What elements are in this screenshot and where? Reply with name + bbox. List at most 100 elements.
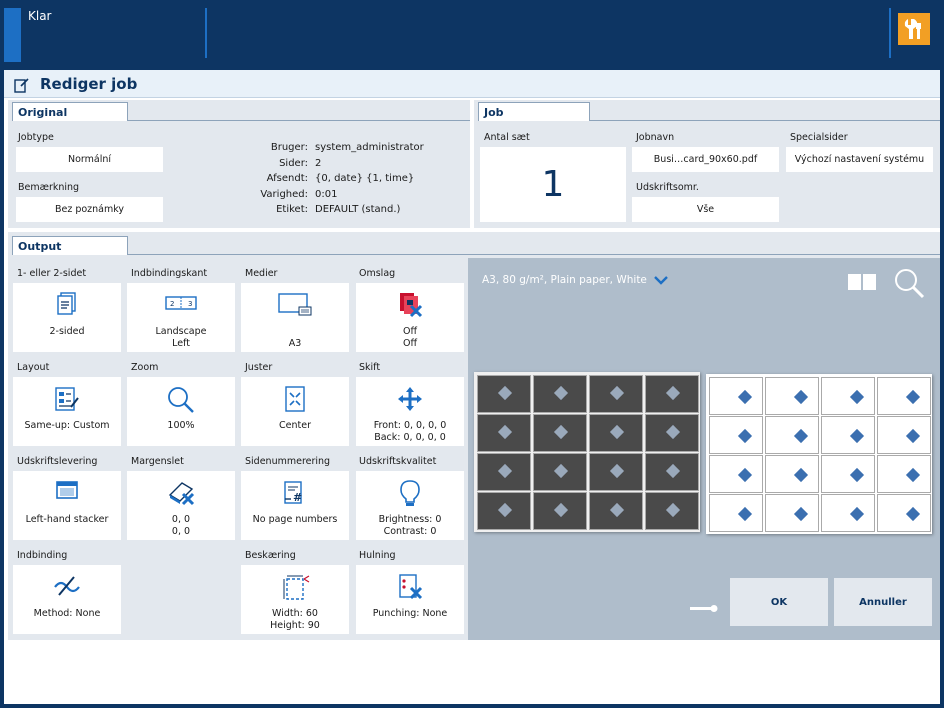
card-logo bbox=[793, 428, 809, 444]
range-field[interactable]: Vše bbox=[632, 197, 779, 222]
business-card-thumbnail bbox=[533, 492, 587, 530]
status-text: Klar bbox=[28, 9, 52, 23]
sets-label: Antal sæt bbox=[484, 132, 530, 143]
card-logo bbox=[665, 502, 681, 518]
business-card-thumbnail bbox=[877, 455, 931, 493]
margin-erase-icon bbox=[168, 482, 195, 506]
card-logo bbox=[497, 424, 513, 440]
quality-value2: Contrast: 0 bbox=[383, 526, 437, 537]
shift-value2: Back: 0, 0, 0, 0 bbox=[374, 432, 446, 443]
trim-value2: Height: 90 bbox=[270, 620, 320, 631]
margin-value2: 0, 0 bbox=[171, 526, 191, 537]
binding-edge-label: Indbindingskant bbox=[131, 268, 208, 279]
tab-original[interactable]: Original bbox=[12, 102, 128, 121]
punch-off-icon bbox=[399, 574, 423, 600]
duration-value: 0:01 bbox=[315, 188, 338, 200]
business-card-thumbnail bbox=[709, 416, 763, 454]
layout-tile[interactable]: Same-up: Custom bbox=[13, 377, 121, 446]
remark-field[interactable]: Bez poznámky bbox=[16, 197, 163, 222]
card-logo bbox=[905, 428, 921, 444]
align-label: Juster bbox=[245, 362, 273, 373]
shift-tile[interactable]: Front: 0, 0, 0, 0 Back: 0, 0, 0, 0 bbox=[356, 377, 464, 446]
align-tile[interactable]: Center bbox=[241, 377, 349, 446]
margin-tile[interactable]: 0, 0 0, 0 bbox=[127, 471, 235, 540]
page-numbering-value: No page numbers bbox=[252, 514, 338, 525]
preview-pane: A3, 80 g/m², Plain paper, White bbox=[468, 258, 940, 640]
binding-edge-value2: Left bbox=[172, 338, 190, 349]
align-value: Center bbox=[279, 420, 311, 431]
stacker-icon bbox=[56, 481, 78, 499]
media-tile[interactable]: A3 bbox=[241, 283, 349, 352]
page-numbering-tile[interactable]: # No page numbers bbox=[241, 471, 349, 540]
zoom-tile[interactable]: 100% bbox=[127, 377, 235, 446]
business-card-thumbnail bbox=[645, 414, 699, 452]
card-logo bbox=[905, 467, 921, 483]
jobtype-field[interactable]: Normální bbox=[16, 147, 163, 172]
wrench-icon[interactable] bbox=[898, 13, 930, 45]
card-logo bbox=[737, 428, 753, 444]
sides-tile[interactable]: 2-sided bbox=[13, 283, 121, 352]
trim-tile[interactable]: Width: 60 Height: 90 bbox=[241, 565, 349, 634]
margin-label: Margenslet bbox=[131, 456, 184, 467]
duration-key: Varighed: bbox=[260, 188, 308, 200]
drag-handle-icon[interactable] bbox=[688, 604, 720, 614]
cover-value1: Off bbox=[402, 326, 418, 337]
special-field[interactable]: Výchozí nastavení systému bbox=[786, 147, 933, 172]
trim-value1: Width: 60 bbox=[272, 608, 318, 619]
card-logo bbox=[609, 463, 625, 479]
special-label: Specialsider bbox=[790, 132, 848, 143]
zoom-preview-icon[interactable] bbox=[892, 266, 926, 300]
delivery-label: Udskriftslevering bbox=[17, 456, 98, 467]
ok-button[interactable]: OK bbox=[730, 578, 828, 626]
card-logo bbox=[609, 502, 625, 518]
quality-tile[interactable]: Brightness: 0 Contrast: 0 bbox=[356, 471, 464, 540]
punch-label: Hulning bbox=[359, 550, 396, 561]
card-logo bbox=[609, 424, 625, 440]
card-logo bbox=[793, 467, 809, 483]
tab-job[interactable]: Job bbox=[478, 102, 590, 121]
page-title: Rediger job bbox=[40, 75, 138, 93]
delivery-tile[interactable]: Left-hand stacker bbox=[13, 471, 121, 540]
trim-label: Beskæring bbox=[245, 550, 296, 561]
book-view-icon[interactable] bbox=[846, 270, 878, 294]
pages-key: Sider: bbox=[279, 157, 308, 169]
business-card-thumbnail bbox=[821, 455, 875, 493]
cover-label: Omslag bbox=[359, 268, 396, 279]
lightbulb-icon bbox=[400, 480, 420, 506]
layout-label: Layout bbox=[17, 362, 50, 373]
media-info-dropdown[interactable]: A3, 80 g/m², Plain paper, White bbox=[482, 274, 669, 286]
media-value: A3 bbox=[288, 338, 302, 349]
user-value: system_administrator bbox=[315, 142, 424, 153]
job-section: Job Antal sæt 1 Jobnavn Busi…card_90x60.… bbox=[474, 100, 940, 228]
tab-output[interactable]: Output bbox=[12, 236, 128, 255]
card-logo bbox=[905, 389, 921, 405]
jobname-field[interactable]: Busi…card_90x60.pdf bbox=[632, 147, 779, 172]
page-number-icon: # bbox=[284, 481, 302, 504]
preview-sheet-back bbox=[706, 374, 932, 534]
card-logo bbox=[793, 506, 809, 522]
cover-value2: Off bbox=[402, 338, 418, 349]
card-logo bbox=[553, 502, 569, 518]
card-logo bbox=[905, 506, 921, 522]
card-logo bbox=[737, 389, 753, 405]
business-card-thumbnail bbox=[765, 377, 819, 415]
media-label: Medier bbox=[245, 268, 278, 279]
cancel-button[interactable]: Annuller bbox=[834, 578, 932, 626]
sets-field[interactable]: 1 bbox=[480, 147, 626, 222]
binding-off-icon bbox=[54, 576, 80, 596]
jobname-label: Jobnavn bbox=[636, 132, 675, 143]
cover-tile[interactable]: Off Off bbox=[356, 283, 464, 352]
business-card-thumbnail bbox=[709, 455, 763, 493]
label-key: Etiket: bbox=[276, 204, 308, 215]
sent-value: {0, date} {1, time} bbox=[315, 173, 415, 184]
business-card-thumbnail bbox=[877, 377, 931, 415]
punch-tile[interactable]: Punching: None bbox=[356, 565, 464, 634]
binding-tile[interactable]: Method: None bbox=[13, 565, 121, 634]
business-card-thumbnail bbox=[645, 453, 699, 491]
page-numbering-label: Sidenummerering bbox=[245, 456, 331, 467]
business-card-thumbnail bbox=[709, 377, 763, 415]
business-card-thumbnail bbox=[477, 492, 531, 530]
business-card-thumbnail bbox=[821, 494, 875, 532]
